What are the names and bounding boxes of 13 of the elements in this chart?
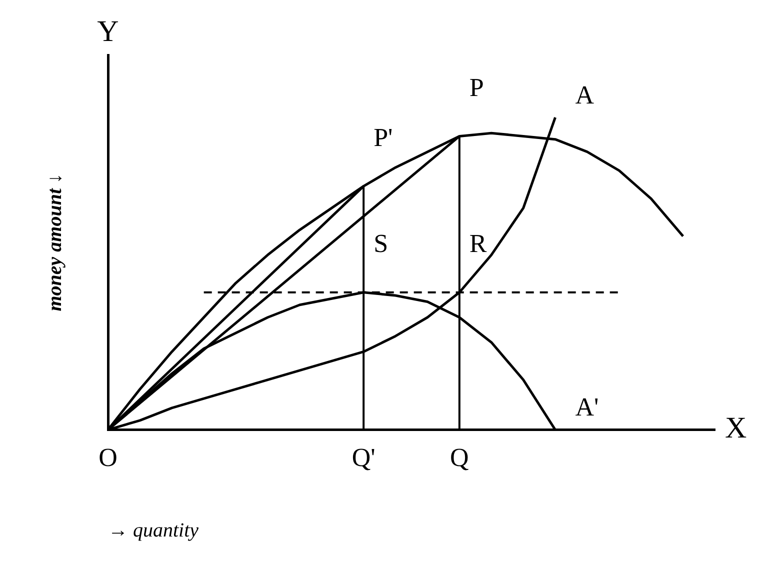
annotation: P' xyxy=(374,123,393,152)
y-axis-title: money amount ↓ xyxy=(44,174,66,312)
x-axis-title: → quantity xyxy=(108,519,199,542)
x-tick-label: Q' xyxy=(352,443,376,472)
text: Y xyxy=(97,14,119,48)
text: X xyxy=(725,412,747,445)
text: A xyxy=(575,80,594,110)
annotation: R xyxy=(469,229,488,258)
x-tick-label: Q xyxy=(450,443,470,472)
annotation: A' xyxy=(575,392,599,422)
annotation: S xyxy=(374,229,388,258)
x-tick-label: O xyxy=(98,443,118,472)
annotation: P xyxy=(469,73,484,102)
